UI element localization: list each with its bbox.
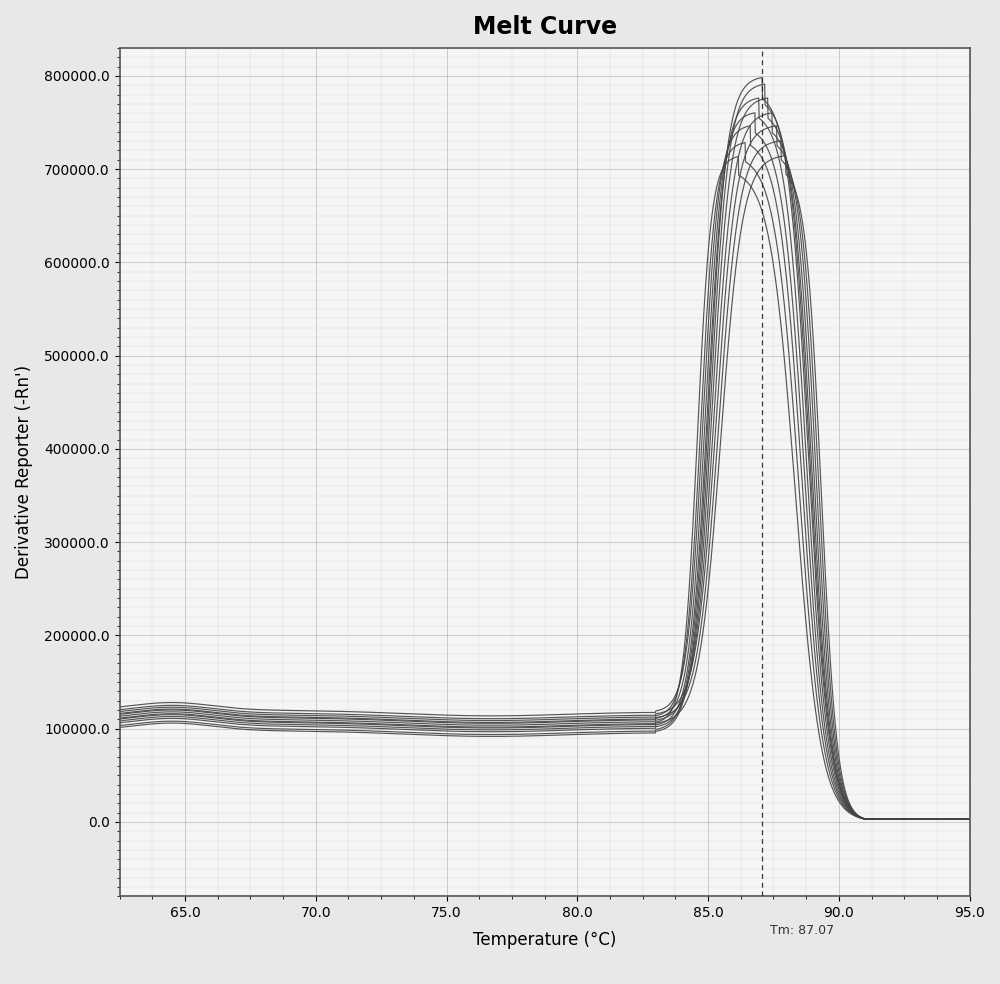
Title: Melt Curve: Melt Curve: [473, 15, 617, 39]
X-axis label: Temperature (°C): Temperature (°C): [473, 931, 616, 950]
Text: Tm: 87.07: Tm: 87.07: [770, 924, 834, 938]
Y-axis label: Derivative Reporter (-Rn'): Derivative Reporter (-Rn'): [15, 365, 33, 580]
